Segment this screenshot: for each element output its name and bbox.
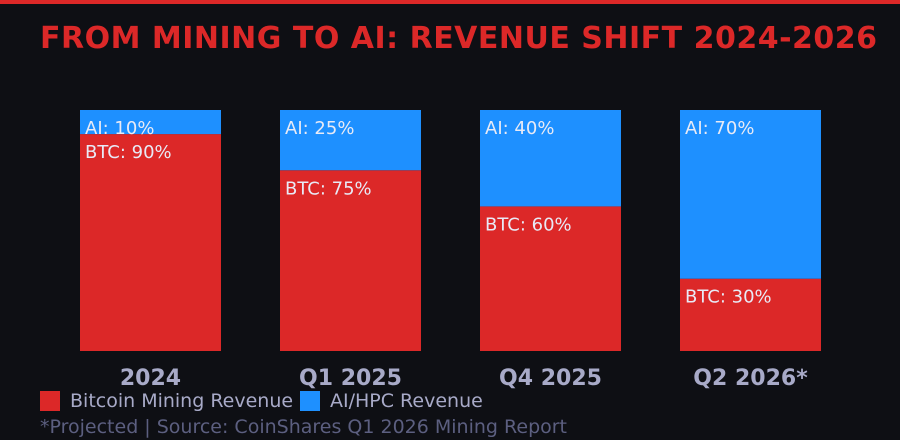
x-tick-label: Q2 2026* xyxy=(693,366,808,391)
data-label-btc: BTC: 90% xyxy=(85,142,172,163)
data-label-btc: BTC: 60% xyxy=(485,214,572,235)
legend-label-ai: AI/HPC Revenue xyxy=(330,390,483,412)
chart-title: FROM MINING TO AI: REVENUE SHIFT 2024-20… xyxy=(40,21,878,56)
bar-ai xyxy=(480,110,621,207)
bar-btc xyxy=(80,134,221,351)
data-label-ai: AI: 40% xyxy=(485,118,554,139)
x-tick-label: Q4 2025 xyxy=(499,366,602,391)
legend-swatch-btc xyxy=(40,391,60,411)
bar-btc xyxy=(480,206,621,351)
legend-label-btc: Bitcoin Mining Revenue xyxy=(70,390,294,412)
data-label-btc: BTC: 30% xyxy=(685,287,772,308)
bar-ai xyxy=(280,110,421,171)
data-label-ai: AI: 70% xyxy=(685,118,754,139)
footer-source: *Projected | Source: CoinShares Q1 2026 … xyxy=(40,416,568,438)
x-tick-label: 2024 xyxy=(120,366,181,391)
top-accent-bar xyxy=(0,0,900,4)
legend-swatch-ai xyxy=(300,391,320,411)
data-label-btc: BTC: 75% xyxy=(285,178,372,199)
data-label-ai: AI: 25% xyxy=(285,118,354,139)
x-tick-label: Q1 2025 xyxy=(299,366,402,391)
bar-ai xyxy=(680,110,821,279)
bar-ai xyxy=(80,110,221,135)
bar-btc xyxy=(280,170,421,351)
bar-btc xyxy=(680,278,821,351)
data-label-ai: AI: 10% xyxy=(85,118,154,139)
